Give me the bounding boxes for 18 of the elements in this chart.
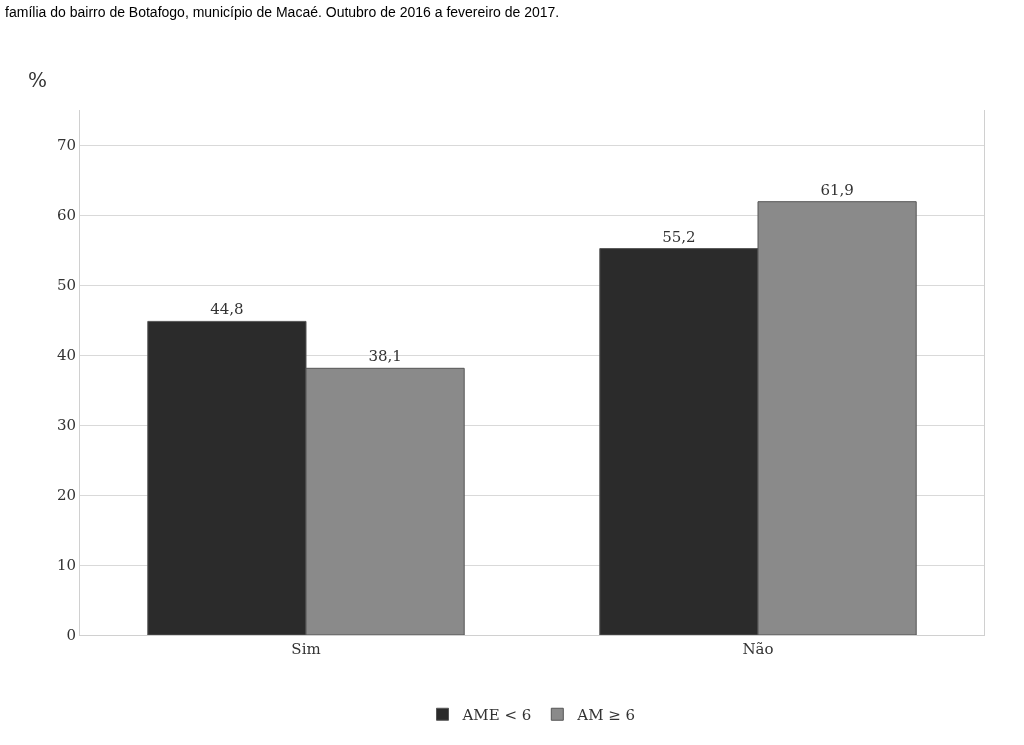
- data-label: 55,2: [662, 227, 696, 246]
- data-label: 44,8: [210, 300, 244, 319]
- x-tick-label: Sim: [291, 640, 321, 658]
- y-tick-label: 0: [66, 626, 76, 645]
- y-tick-label: 40: [56, 346, 76, 365]
- y-tick-label: 20: [56, 486, 76, 505]
- data-label: 38,1: [368, 347, 402, 366]
- y-tick-label: 30: [56, 416, 76, 435]
- y-axis-title: %: [28, 68, 48, 92]
- data-label: 61,9: [820, 180, 854, 199]
- y-tick-label: 50: [56, 276, 76, 295]
- chart-title: família do bairro de Botafogo, município de Macaé. Outubro de 2016 a fevereiro de 2017.: [5, 4, 560, 21]
- legend-label: AM ≥ 6: [576, 706, 636, 725]
- y-tick-label: 70: [56, 136, 76, 155]
- x-tick-label: Não: [742, 640, 774, 658]
- y-tick-label: 60: [56, 206, 76, 225]
- legend-label: AME < 6: [461, 706, 532, 725]
- y-tick-label: 10: [56, 556, 76, 575]
